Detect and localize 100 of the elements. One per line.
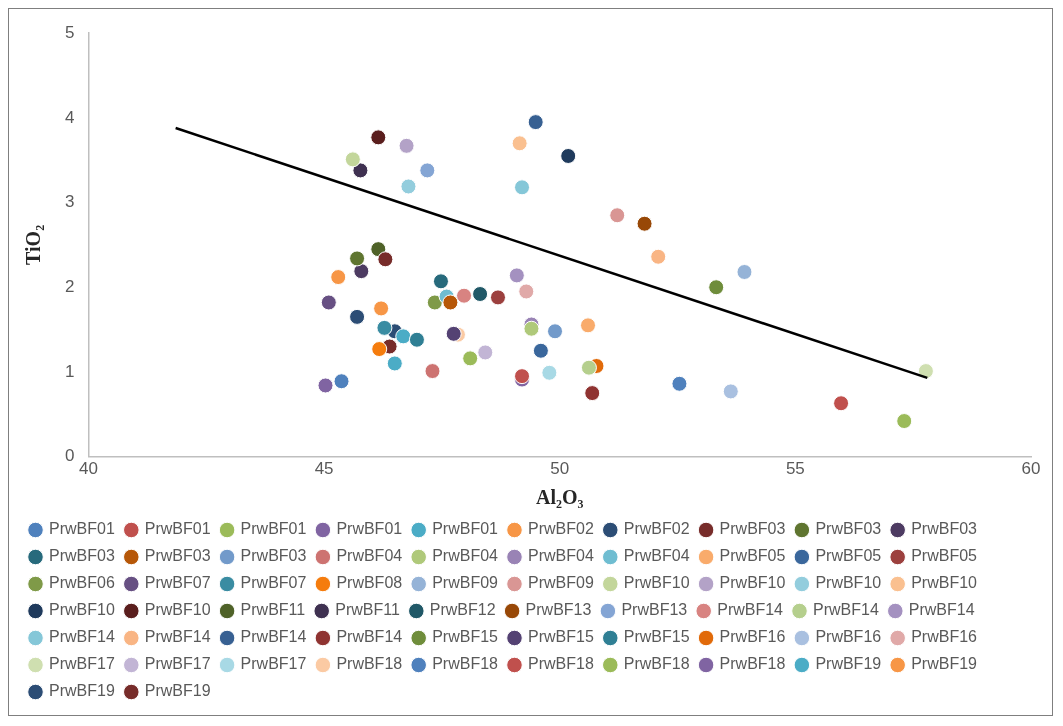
legend-label: PrwBF16: [911, 628, 978, 646]
point: [352, 162, 369, 179]
point: [317, 377, 334, 394]
legend-label: PrwBF10: [911, 574, 978, 592]
point: [333, 373, 350, 390]
y-axis-title: TiO₂: [22, 224, 45, 265]
legend-label: PrwBF14: [240, 628, 307, 646]
point: [532, 342, 549, 359]
legend-label: PrwBF01: [240, 520, 307, 538]
legend-label: PrwBF19: [911, 655, 978, 673]
point: [489, 289, 506, 306]
legend-label: PrwBF07: [240, 574, 307, 592]
legend-label: PrwBF19: [144, 682, 211, 700]
legend-label: PrwBF14: [49, 628, 115, 646]
x-tick-label: 40: [78, 459, 98, 479]
legend-label: PrwBF03: [144, 547, 211, 565]
point: [330, 269, 347, 286]
legend-label: PrwBF10: [49, 601, 115, 619]
point: [636, 215, 653, 232]
legend-label: PrwBF19: [49, 682, 115, 700]
point: [349, 308, 366, 325]
point: [580, 317, 596, 334]
legend-label: PrwBF01: [432, 520, 499, 538]
point: [395, 328, 412, 345]
legend-label: PrwBF18: [527, 655, 594, 673]
legend-label: PrwBF15: [432, 628, 499, 646]
legend-label: PrwBF04: [432, 547, 499, 565]
point: [671, 375, 688, 392]
legend-label: PrwBF01: [336, 520, 403, 538]
y-tick-label: 0: [64, 446, 75, 466]
legend-label: PrwBF05: [911, 547, 978, 565]
point: [523, 320, 540, 337]
point: [373, 300, 390, 317]
point: [386, 355, 403, 372]
legend-label: PrwBF03: [911, 520, 978, 538]
legend-label: PrwBF11: [335, 601, 400, 619]
legend-label: PrwBF18: [336, 655, 403, 673]
point: [353, 263, 370, 280]
x-axis-title: Al₂O₃: [535, 486, 584, 509]
y-tick-label: 5: [64, 22, 75, 42]
point: [376, 319, 393, 336]
legend-label: PrwBF11: [240, 601, 306, 619]
y-tick-label: 4: [64, 107, 75, 127]
legend-label: PrwBF15: [527, 628, 594, 646]
legend-label: PrwBF07: [144, 574, 211, 592]
legend-label: PrwBF18: [719, 655, 786, 673]
point: [560, 147, 577, 164]
point: [432, 273, 449, 290]
point: [424, 363, 441, 380]
x-tick-label: 55: [785, 459, 805, 479]
y-tick-label: 2: [64, 276, 75, 296]
legend-label: PrwBF13: [621, 601, 688, 619]
point: [349, 250, 366, 267]
x-tick-label: 60: [1021, 459, 1041, 479]
point: [650, 248, 667, 265]
legend-label: PrwBF09: [527, 574, 594, 592]
legend-label: PrwBF03: [719, 520, 786, 538]
legend-label: PrwBF10: [144, 601, 211, 619]
legend-label: PrwBF03: [240, 547, 307, 565]
legend-label: PrwBF10: [623, 574, 690, 592]
legend-label: PrwBF03: [815, 520, 882, 538]
point: [320, 294, 337, 311]
legend-label: PrwBF09: [432, 574, 499, 592]
y-tick-label: 1: [64, 361, 75, 381]
legend-label: PrwBF16: [815, 628, 882, 646]
point: [472, 286, 489, 303]
point: [408, 331, 425, 348]
point: [456, 287, 473, 304]
point: [508, 267, 525, 284]
legend-label: PrwBF17: [144, 655, 211, 673]
point: [518, 283, 535, 300]
legend-label: PrwBF08: [336, 574, 403, 592]
x-tick-label: 45: [314, 459, 334, 479]
legend-label: PrwBF04: [623, 547, 690, 565]
legend-label: PrwBF14: [144, 628, 211, 646]
legend-label: PrwBF17: [49, 655, 115, 673]
legend-label: PrwBF05: [719, 547, 786, 565]
point: [708, 279, 725, 296]
legend-label: PrwBF06: [49, 574, 115, 592]
point: [398, 137, 415, 154]
legend-label: PrwBF13: [525, 601, 592, 619]
legend-label: PrwBF14: [813, 601, 879, 619]
point: [609, 207, 626, 224]
legend-label: PrwBF01: [144, 520, 211, 538]
legend-label: PrwBF18: [623, 655, 690, 673]
point: [541, 364, 558, 381]
legend-label: PrwBF15: [623, 628, 690, 646]
legend-label: PrwBF05: [815, 547, 882, 565]
legend-label: PrwBF18: [432, 655, 499, 673]
point: [442, 294, 459, 311]
point: [371, 341, 388, 358]
point: [584, 385, 601, 402]
legend-label: PrwBF04: [336, 547, 403, 565]
point: [377, 251, 394, 268]
point: [511, 135, 528, 152]
legend-label: PrwBF10: [815, 574, 882, 592]
legend-label: PrwBF02: [527, 520, 594, 538]
legend-label: PrwBF14: [336, 628, 403, 646]
point: [426, 294, 443, 311]
point: [833, 395, 850, 412]
